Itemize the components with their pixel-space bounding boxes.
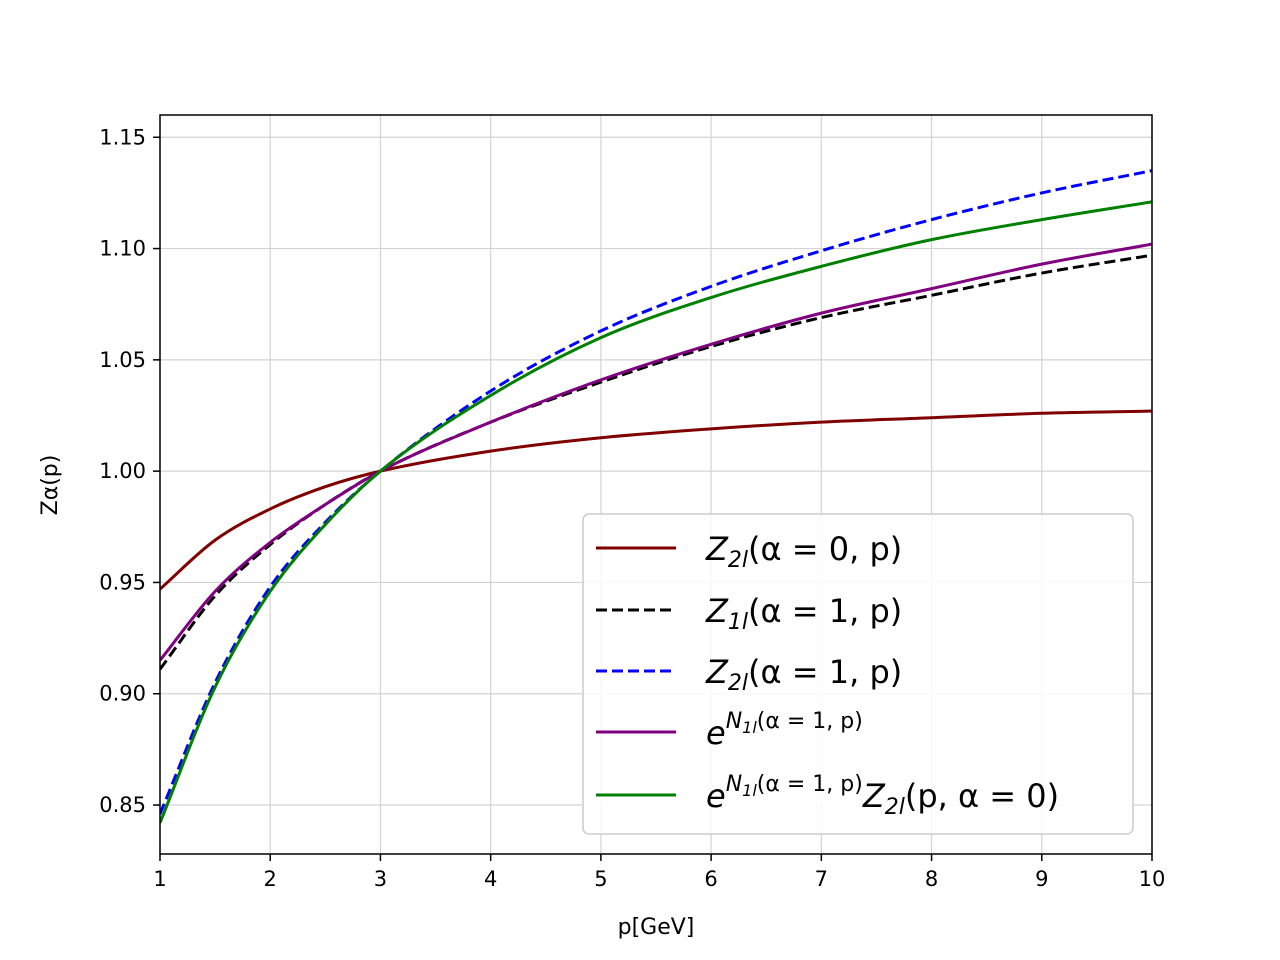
y-axis-label: Zα(p) [38,455,63,516]
y-tick-label: 1.15 [99,125,146,149]
y-tick-label: 1.10 [99,237,146,261]
legend: Z2l(α = 0, p) Z1l(α = 1, p) Z2l(α = 1, p) e… [582,513,1134,835]
x-tick-label: 3 [374,867,387,891]
y-tick-label: 0.95 [99,570,146,594]
x-tick-label: 5 [594,867,607,891]
x-tick-label: 10 [1139,867,1166,891]
x-tick-label: 9 [1035,867,1048,891]
y-tick-label: 1.00 [99,459,146,483]
x-tick-label: 1 [153,867,166,891]
y-tick-label: 0.85 [99,793,146,817]
legend-label-z2l_a0: Z2l(α = 0, p) [705,530,902,573]
legend-box [582,513,1134,835]
x-tick-label: 2 [264,867,277,891]
x-tick-label: 7 [815,867,828,891]
x-axis: 1 2 3 4 5 6 7 8 9 10 [153,854,1165,891]
x-axis-label: p[GeV] [618,915,695,940]
series-lines [160,169,1152,824]
y-tick-label: 1.05 [99,348,146,372]
y-axis: 0.85 0.90 0.95 1.00 1.05 1.10 1.15 [99,125,160,817]
legend-label-z2l_a1: Z2l(α = 1, p) [705,653,902,696]
series-line-exp_n1l [160,242,1152,662]
series-line-z1l_a1 [160,253,1152,671]
plot-frame [159,114,1153,855]
legend-label-exp_n1l: eN1l(α = 1, p) [706,709,863,752]
x-tick-label: 4 [484,867,497,891]
series-line-exp_n1l_z2l [160,200,1152,824]
x-tick-label: 6 [704,867,717,891]
legend-label-z1l_a1: Z1l(α = 1, p) [705,592,902,635]
x-tick-label: 8 [925,867,938,891]
legend-label-exp_n1l_z2l: eN1l(α = 1, p)Z2l(p, α = 0) [706,772,1059,820]
series-line-z2l_a1 [160,169,1152,815]
series-line-z2l_a0 [160,409,1152,591]
y-tick-label: 0.90 [99,682,146,706]
